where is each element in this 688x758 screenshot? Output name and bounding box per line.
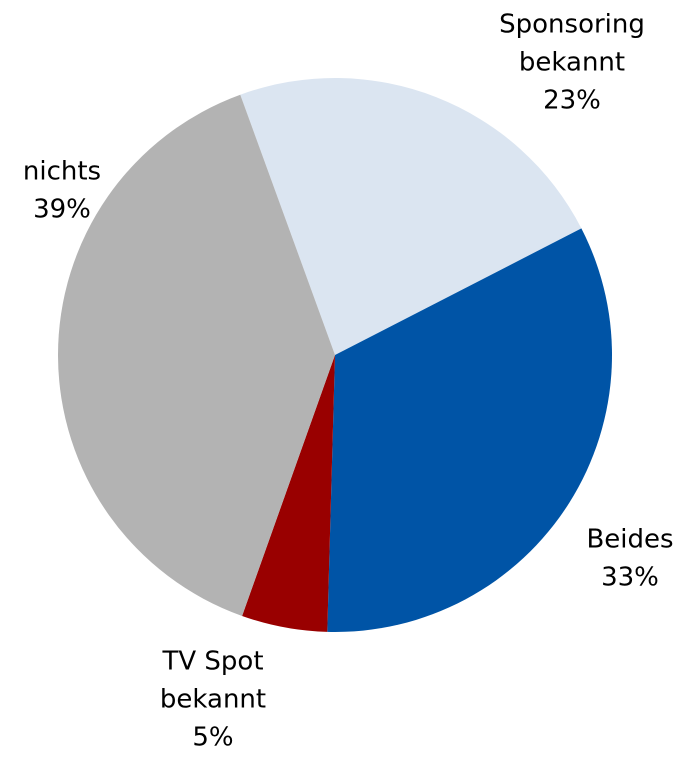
pie-slice xyxy=(240,78,582,355)
slice-label: nichts xyxy=(23,157,101,187)
slice-label: Sponsoring xyxy=(499,10,645,40)
slice-label: TV Spot xyxy=(161,647,263,677)
slice-value-label: 5% xyxy=(192,723,233,753)
slice-label: Beides xyxy=(586,525,673,555)
slice-label: bekannt xyxy=(519,48,625,78)
slice-value-label: 33% xyxy=(601,563,659,593)
slice-label: bekannt xyxy=(160,685,266,715)
pie-slice xyxy=(327,228,612,633)
pie-slice xyxy=(58,94,335,616)
slice-value-label: 23% xyxy=(543,86,601,116)
pie-slice xyxy=(242,355,335,632)
slice-value-label: 39% xyxy=(33,195,91,225)
